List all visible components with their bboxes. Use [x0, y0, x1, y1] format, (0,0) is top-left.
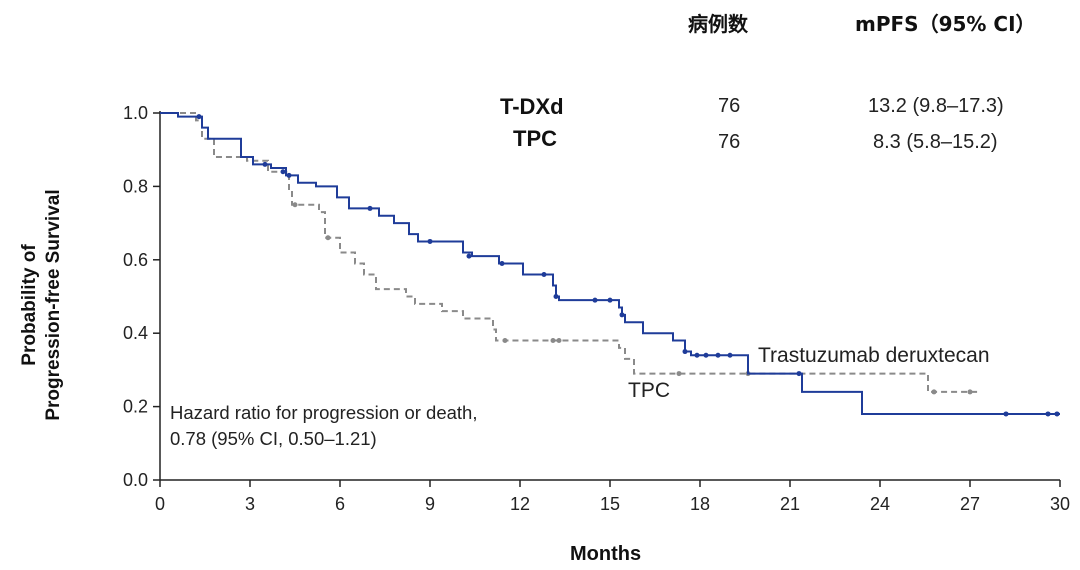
- x-tick-label: 18: [690, 494, 710, 514]
- curve-label-tpc: TPC: [628, 379, 670, 402]
- tdxd-censor-mark: [262, 161, 268, 167]
- tpc-censor-mark: [967, 389, 973, 395]
- x-tick-label: 24: [870, 494, 890, 514]
- tdxd-censor-mark: [715, 352, 721, 358]
- y-tick-label: 0.6: [123, 250, 148, 270]
- tdxd-censor-mark: [703, 352, 709, 358]
- tdxd-censor-mark: [499, 260, 505, 266]
- y-tick-label: 0.0: [123, 470, 148, 490]
- tdxd-censor-mark: [1003, 411, 1009, 417]
- tpc-curve: [160, 112, 979, 393]
- header-mpfs: mPFS（95% CI）: [855, 12, 1036, 36]
- table-arm-tpc: TPC: [513, 126, 557, 151]
- tpc-censor-mark: [502, 338, 508, 344]
- tdxd-censor-mark: [694, 352, 700, 358]
- tdxd-censor-mark: [286, 172, 292, 178]
- header-case-count: 病例数: [688, 12, 748, 36]
- x-tick-label: 30: [1050, 494, 1070, 514]
- x-tick-label: 15: [600, 494, 620, 514]
- tpc-censor-mark: [676, 371, 682, 377]
- table-n-tdxd: 76: [718, 95, 741, 117]
- y-tick-label: 1.0: [123, 103, 148, 123]
- tdxd-censor-mark: [466, 253, 472, 259]
- tdxd-censor-mark: [592, 297, 598, 303]
- tdxd-censor-mark: [553, 294, 559, 299]
- tdxd-censor-mark: [280, 169, 286, 175]
- tdxd-censor-mark: [619, 312, 625, 318]
- tdxd-curve: [160, 112, 1060, 415]
- x-tick-label: 0: [155, 494, 165, 514]
- tdxd-censor-mark: [427, 238, 433, 244]
- tdxd-censor-mark: [367, 205, 373, 211]
- tdxd-censor-mark: [796, 371, 802, 377]
- tdxd-censor-mark: [727, 352, 733, 358]
- x-tick-label: 6: [335, 494, 345, 514]
- y-tick-label: 0.2: [123, 397, 148, 417]
- x-tick-label: 12: [510, 494, 530, 514]
- tdxd-censor-mark: [541, 271, 547, 277]
- tpc-censor-mark: [292, 202, 298, 208]
- table-mpfs-tpc: 8.3 (5.8–15.2): [873, 131, 998, 153]
- curve-label-tdxd: Trastuzumab deruxtecan: [758, 344, 990, 367]
- table-n-tpc: 76: [718, 131, 741, 153]
- tpc-censor-mark: [931, 389, 937, 395]
- tpc-censor-mark: [556, 338, 562, 344]
- tdxd-censor-mark: [1054, 411, 1060, 417]
- x-axis-label: Months: [570, 543, 642, 565]
- tdxd-censor-mark: [682, 349, 688, 355]
- table-mpfs-tdxd: 13.2 (9.8–17.3): [868, 95, 1004, 117]
- y-tick-label: 0.4: [123, 323, 148, 343]
- hazard-ratio-line2: 0.78 (95% CI, 0.50–1.21): [170, 428, 377, 449]
- table-arm-tdxd: T-DXd: [500, 94, 564, 119]
- x-tick-label: 9: [425, 494, 435, 514]
- tdxd-censor-mark: [196, 114, 202, 120]
- y-axis-label: Probability of Progression-free Survival: [19, 189, 64, 421]
- tdxd-censor-mark: [1045, 411, 1051, 417]
- x-tick-label: 27: [960, 494, 980, 514]
- x-tick-label: 21: [780, 494, 800, 514]
- x-tick-label: 3: [245, 494, 255, 514]
- tpc-censor-mark: [550, 338, 556, 344]
- tdxd-censor-mark: [607, 297, 613, 303]
- hazard-ratio-line1: Hazard ratio for progression or death,: [170, 402, 478, 423]
- tpc-censor-mark: [325, 235, 331, 241]
- y-tick-label: 0.8: [123, 176, 148, 196]
